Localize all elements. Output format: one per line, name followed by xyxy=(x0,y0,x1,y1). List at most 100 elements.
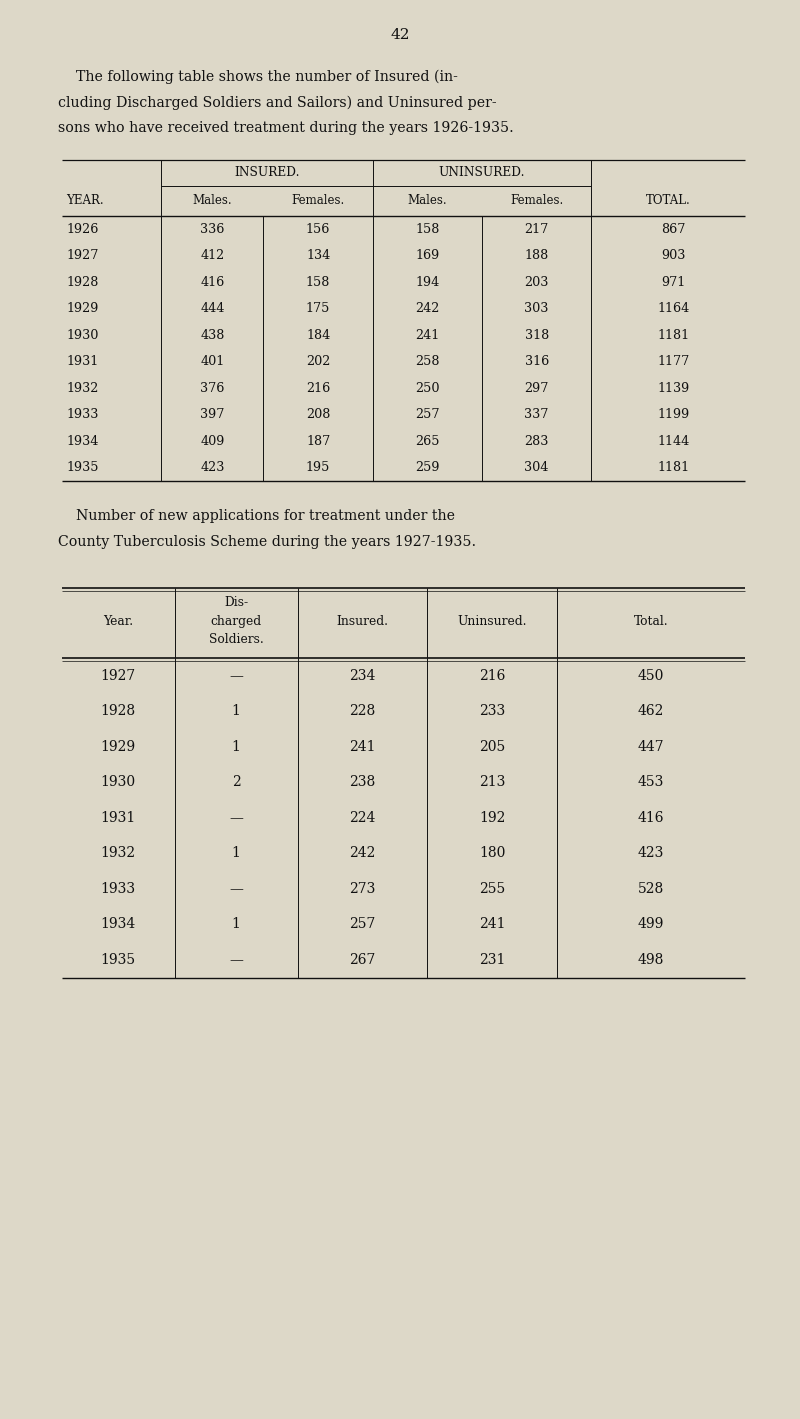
Text: 316: 316 xyxy=(525,355,549,369)
Text: The following table shows the number of Insured (in-: The following table shows the number of … xyxy=(58,70,458,84)
Text: 242: 242 xyxy=(350,846,376,860)
Text: 1199: 1199 xyxy=(657,409,690,421)
Text: 205: 205 xyxy=(479,739,506,753)
Text: Year.: Year. xyxy=(103,614,134,627)
Text: 423: 423 xyxy=(200,461,225,474)
Text: 241: 241 xyxy=(479,917,506,931)
Text: 1929: 1929 xyxy=(66,302,98,315)
Text: 188: 188 xyxy=(525,250,549,263)
Text: 184: 184 xyxy=(306,329,330,342)
Text: 1926: 1926 xyxy=(66,223,98,236)
Text: 273: 273 xyxy=(350,881,376,895)
Text: 158: 158 xyxy=(306,275,330,288)
Text: 1928: 1928 xyxy=(66,275,98,288)
Text: 283: 283 xyxy=(525,434,549,448)
Text: 1181: 1181 xyxy=(657,461,690,474)
Text: 156: 156 xyxy=(306,223,330,236)
Text: 336: 336 xyxy=(200,223,225,236)
Text: 1932: 1932 xyxy=(66,382,98,394)
Text: 180: 180 xyxy=(479,846,506,860)
Text: 267: 267 xyxy=(350,952,376,966)
Text: 1181: 1181 xyxy=(657,329,690,342)
Text: 257: 257 xyxy=(350,917,376,931)
Text: 216: 216 xyxy=(306,382,330,394)
Text: 1139: 1139 xyxy=(657,382,690,394)
Text: 1144: 1144 xyxy=(657,434,690,448)
Text: 203: 203 xyxy=(525,275,549,288)
Text: Soldiers.: Soldiers. xyxy=(209,633,263,646)
Text: 971: 971 xyxy=(661,275,686,288)
Text: 409: 409 xyxy=(200,434,225,448)
Text: UNINSURED.: UNINSURED. xyxy=(438,166,526,179)
Text: 255: 255 xyxy=(479,881,506,895)
Text: 233: 233 xyxy=(479,704,506,718)
Text: 42: 42 xyxy=(390,28,410,43)
Text: 242: 242 xyxy=(415,302,439,315)
Text: 1927: 1927 xyxy=(66,250,98,263)
Text: 259: 259 xyxy=(415,461,440,474)
Text: 1164: 1164 xyxy=(657,302,690,315)
Text: 401: 401 xyxy=(200,355,224,369)
Text: 528: 528 xyxy=(638,881,664,895)
Text: 1933: 1933 xyxy=(101,881,136,895)
Text: 447: 447 xyxy=(638,739,665,753)
Text: 304: 304 xyxy=(525,461,549,474)
Text: 217: 217 xyxy=(525,223,549,236)
Text: Males.: Males. xyxy=(407,194,447,207)
Text: 1932: 1932 xyxy=(101,846,136,860)
Text: —: — xyxy=(230,881,243,895)
Text: 416: 416 xyxy=(638,810,664,824)
Text: 903: 903 xyxy=(661,250,686,263)
Text: cluding Discharged Soldiers and Sailors) and Uninsured per-: cluding Discharged Soldiers and Sailors)… xyxy=(58,95,497,109)
Text: 187: 187 xyxy=(306,434,330,448)
Text: 297: 297 xyxy=(525,382,549,394)
Text: 1930: 1930 xyxy=(101,775,136,789)
Text: Total.: Total. xyxy=(634,614,669,627)
Text: 1: 1 xyxy=(232,739,241,753)
Text: —: — xyxy=(230,668,243,683)
Text: 318: 318 xyxy=(525,329,549,342)
Text: YEAR.: YEAR. xyxy=(66,194,104,207)
Text: Females.: Females. xyxy=(510,194,563,207)
Text: 867: 867 xyxy=(661,223,686,236)
Text: 1: 1 xyxy=(232,704,241,718)
Text: sons who have received treatment during the years 1926-1935.: sons who have received treatment during … xyxy=(58,121,514,135)
Text: —: — xyxy=(230,952,243,966)
Text: 498: 498 xyxy=(638,952,664,966)
Text: 1927: 1927 xyxy=(101,668,136,683)
Text: County Tuberculosis Scheme during the years 1927-1935.: County Tuberculosis Scheme during the ye… xyxy=(58,535,476,549)
Text: 194: 194 xyxy=(415,275,439,288)
Text: 462: 462 xyxy=(638,704,664,718)
Text: 195: 195 xyxy=(306,461,330,474)
Text: 423: 423 xyxy=(638,846,664,860)
Text: 250: 250 xyxy=(415,382,440,394)
Text: 175: 175 xyxy=(306,302,330,315)
Text: 216: 216 xyxy=(479,668,506,683)
Text: 241: 241 xyxy=(350,739,376,753)
Text: 1: 1 xyxy=(232,917,241,931)
Text: Dis-: Dis- xyxy=(224,596,248,609)
Text: 234: 234 xyxy=(350,668,376,683)
Text: 1931: 1931 xyxy=(66,355,98,369)
Text: 303: 303 xyxy=(525,302,549,315)
Text: 265: 265 xyxy=(415,434,440,448)
Text: 337: 337 xyxy=(525,409,549,421)
Text: Males.: Males. xyxy=(193,194,232,207)
Text: 238: 238 xyxy=(350,775,376,789)
Text: 1935: 1935 xyxy=(66,461,98,474)
Text: INSURED.: INSURED. xyxy=(234,166,300,179)
Text: 208: 208 xyxy=(306,409,330,421)
Text: 2: 2 xyxy=(232,775,241,789)
Text: 450: 450 xyxy=(638,668,664,683)
Text: 412: 412 xyxy=(200,250,224,263)
Text: Number of new applications for treatment under the: Number of new applications for treatment… xyxy=(58,509,455,524)
Text: 1: 1 xyxy=(232,846,241,860)
Text: 499: 499 xyxy=(638,917,664,931)
Text: 231: 231 xyxy=(479,952,506,966)
Text: 1928: 1928 xyxy=(101,704,136,718)
Text: 453: 453 xyxy=(638,775,664,789)
Text: 397: 397 xyxy=(200,409,225,421)
Text: 1931: 1931 xyxy=(101,810,136,824)
Text: 202: 202 xyxy=(306,355,330,369)
Text: 1934: 1934 xyxy=(66,434,98,448)
